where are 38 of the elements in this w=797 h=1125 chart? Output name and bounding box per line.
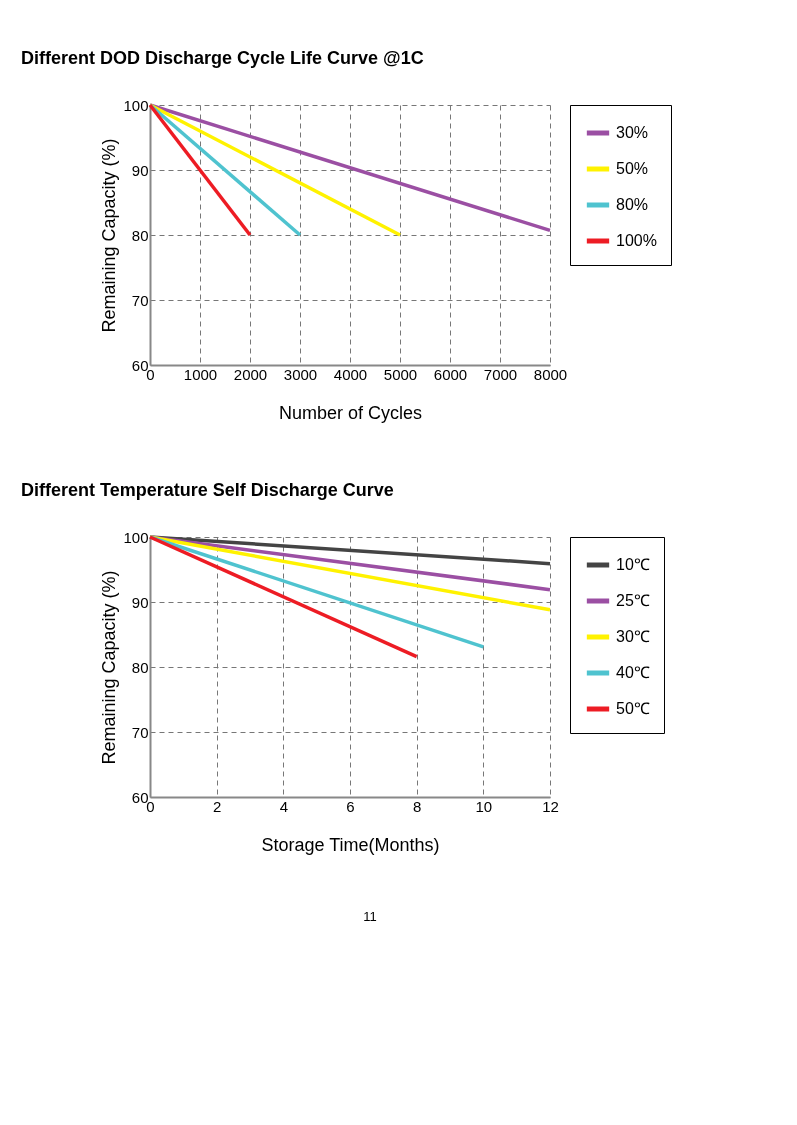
legend-label: 50℃ (616, 700, 650, 717)
legend-label: 100% (616, 232, 657, 249)
x-tick-label: 8 (412, 797, 422, 815)
text: 11 (363, 909, 377, 924)
y-tick-label: 90 (131, 161, 149, 179)
x-tick-label: 1000 (183, 365, 218, 383)
x-tick-label: 2000 (233, 365, 268, 383)
x-tick-label: 12 (542, 797, 559, 815)
x-tick-label: 6000 (433, 365, 468, 383)
legend-label: 30℃ (616, 628, 650, 645)
y-tick-label: 100 (123, 528, 149, 546)
y-tick-label: 80 (131, 658, 149, 676)
y-tick-label: 70 (131, 291, 149, 309)
x-tick-label: 3000 (283, 365, 318, 383)
y-axis-title: Remaining Capacity (%) (99, 138, 120, 333)
legend-label: 30% (616, 124, 649, 141)
x-tick-label: 4 (279, 797, 289, 815)
legend-label: 80% (616, 196, 649, 213)
x-tick-label: 2 (212, 797, 222, 815)
x-tick-label: 7000 (483, 365, 518, 383)
chart-title: Different Temperature Self Discharge Curve (20, 480, 394, 500)
x-tick-label: 4000 (333, 365, 368, 383)
x-axis-title: Storage Time(Months) (261, 834, 440, 855)
y-tick-label: 70 (131, 723, 149, 741)
x-tick-label: 10 (475, 797, 493, 815)
y-tick-label: 100 (123, 96, 149, 114)
legend-label: 25℃ (616, 592, 650, 609)
legend-label: 50% (616, 160, 649, 177)
x-tick-label: 5000 (383, 365, 418, 383)
x-tick-label: 8000 (533, 365, 568, 383)
y-tick-label: 80 (131, 226, 149, 244)
x-tick-label: 6 (346, 797, 355, 815)
y-axis-title: Remaining Capacity (%) (99, 570, 120, 765)
legend-label: 40℃ (616, 664, 650, 681)
x-axis-title: Number of Cycles (278, 402, 423, 423)
chart-title: Different DOD Discharge Cycle Life Curve @1C (20, 48, 424, 68)
y-tick-label: 90 (131, 593, 149, 611)
legend-label: 10℃ (616, 556, 650, 573)
